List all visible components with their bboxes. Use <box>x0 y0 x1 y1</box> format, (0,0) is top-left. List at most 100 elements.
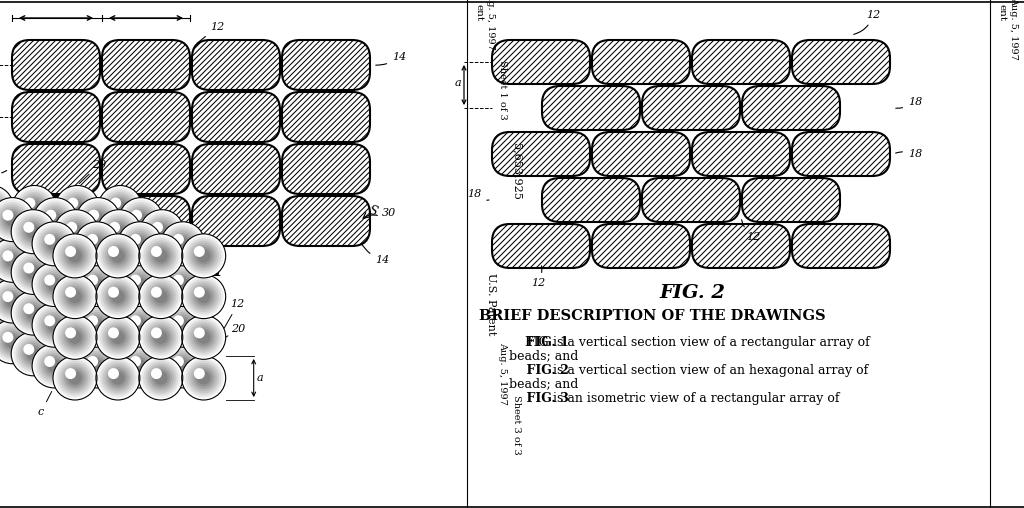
Ellipse shape <box>0 281 32 321</box>
Ellipse shape <box>0 197 2 218</box>
Ellipse shape <box>67 369 84 387</box>
Text: is a vertical section view of a rectangular array of: is a vertical section view of a rectangu… <box>549 336 869 349</box>
Ellipse shape <box>59 271 95 306</box>
Ellipse shape <box>66 287 76 298</box>
Text: 20: 20 <box>225 324 245 337</box>
Ellipse shape <box>113 347 126 360</box>
Ellipse shape <box>44 356 55 367</box>
Text: c: c <box>38 392 52 417</box>
Ellipse shape <box>152 329 170 346</box>
Ellipse shape <box>121 322 161 362</box>
Ellipse shape <box>102 240 133 271</box>
Ellipse shape <box>0 247 26 273</box>
Ellipse shape <box>3 333 22 351</box>
Ellipse shape <box>101 214 136 249</box>
Ellipse shape <box>167 310 199 340</box>
Ellipse shape <box>108 262 130 283</box>
Text: 20: 20 <box>79 160 106 183</box>
Ellipse shape <box>102 271 137 306</box>
Ellipse shape <box>12 267 56 311</box>
Ellipse shape <box>0 245 28 276</box>
Ellipse shape <box>14 269 54 309</box>
Ellipse shape <box>0 194 4 220</box>
Ellipse shape <box>0 312 9 347</box>
Ellipse shape <box>163 224 203 264</box>
Ellipse shape <box>23 302 44 324</box>
Ellipse shape <box>156 266 169 279</box>
Ellipse shape <box>111 223 128 240</box>
Ellipse shape <box>15 296 51 331</box>
Text: FIG. 1: FIG. 1 <box>509 336 569 349</box>
Ellipse shape <box>20 259 46 285</box>
Ellipse shape <box>69 249 82 263</box>
Ellipse shape <box>43 273 66 296</box>
Ellipse shape <box>197 249 210 263</box>
Ellipse shape <box>87 234 98 245</box>
Ellipse shape <box>151 368 162 379</box>
Ellipse shape <box>70 306 83 320</box>
Ellipse shape <box>22 235 47 262</box>
Ellipse shape <box>67 222 77 233</box>
Ellipse shape <box>101 296 136 331</box>
Ellipse shape <box>46 211 65 229</box>
Ellipse shape <box>167 351 199 382</box>
Ellipse shape <box>130 356 141 367</box>
Text: is an isometric view of a rectangular array of: is an isometric view of a rectangular ar… <box>549 392 840 405</box>
Ellipse shape <box>148 340 175 367</box>
Ellipse shape <box>68 198 78 209</box>
Ellipse shape <box>106 276 133 302</box>
Ellipse shape <box>99 293 139 333</box>
Ellipse shape <box>84 231 111 257</box>
Ellipse shape <box>131 332 142 343</box>
Ellipse shape <box>32 344 76 388</box>
Ellipse shape <box>68 320 78 331</box>
Ellipse shape <box>184 277 223 316</box>
Ellipse shape <box>17 216 48 247</box>
Ellipse shape <box>42 206 69 233</box>
Ellipse shape <box>111 238 121 249</box>
Ellipse shape <box>12 226 56 270</box>
Ellipse shape <box>44 331 67 353</box>
Ellipse shape <box>142 252 181 292</box>
Ellipse shape <box>39 229 70 259</box>
Ellipse shape <box>76 320 120 364</box>
Ellipse shape <box>32 303 76 347</box>
Ellipse shape <box>86 314 108 336</box>
Text: 12: 12 <box>741 220 760 242</box>
Ellipse shape <box>14 310 54 350</box>
Ellipse shape <box>144 336 179 371</box>
Ellipse shape <box>56 293 96 333</box>
Ellipse shape <box>172 355 194 377</box>
Text: BRIEF DESCRIPTION OF THE DRAWINGS: BRIEF DESCRIPTION OF THE DRAWINGS <box>478 309 825 323</box>
Ellipse shape <box>88 332 99 343</box>
Ellipse shape <box>141 236 180 276</box>
Ellipse shape <box>100 320 135 355</box>
Ellipse shape <box>193 367 215 389</box>
Ellipse shape <box>58 336 94 371</box>
Ellipse shape <box>17 338 48 369</box>
Ellipse shape <box>128 329 155 355</box>
Ellipse shape <box>130 315 141 326</box>
Ellipse shape <box>181 315 225 359</box>
Ellipse shape <box>106 285 129 308</box>
Ellipse shape <box>145 281 176 312</box>
Ellipse shape <box>55 185 99 230</box>
Ellipse shape <box>90 319 103 332</box>
FancyBboxPatch shape <box>792 132 890 176</box>
Ellipse shape <box>150 285 172 308</box>
Ellipse shape <box>71 201 84 214</box>
Ellipse shape <box>47 278 60 291</box>
Ellipse shape <box>45 332 56 343</box>
Text: 30: 30 <box>382 208 396 218</box>
Ellipse shape <box>143 320 178 355</box>
Ellipse shape <box>78 200 118 239</box>
Ellipse shape <box>25 264 42 281</box>
Ellipse shape <box>89 333 106 351</box>
Ellipse shape <box>129 233 151 255</box>
FancyBboxPatch shape <box>102 196 190 246</box>
Ellipse shape <box>150 326 172 348</box>
Ellipse shape <box>26 321 43 338</box>
Ellipse shape <box>106 235 133 262</box>
Ellipse shape <box>0 190 9 225</box>
Text: Sheet 3 of 3: Sheet 3 of 3 <box>512 395 521 455</box>
